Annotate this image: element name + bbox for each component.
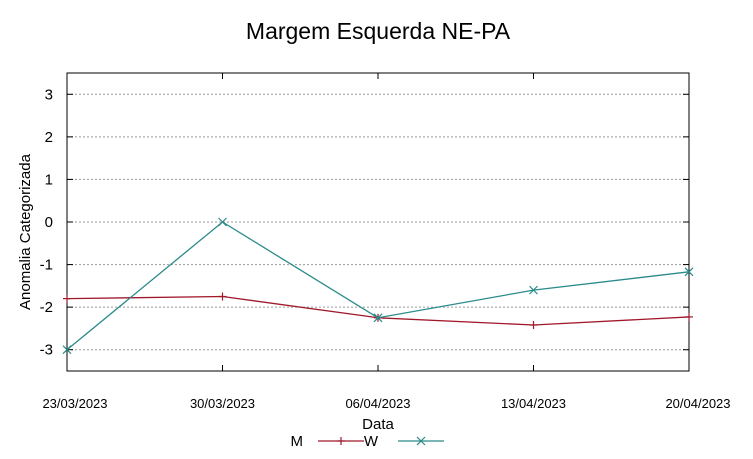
data-point-W	[62, 345, 72, 355]
x-axis-ticks: 23/03/2023 30/03/2023 06/04/2023 13/04/2023…	[42, 73, 731, 411]
data-point-W	[529, 285, 538, 295]
legend-label-M: M	[291, 433, 304, 450]
series-layer	[62, 217, 694, 355]
y-tick-label: 1	[45, 171, 53, 188]
x-tick-label: 06/04/2023	[345, 396, 410, 411]
x-tick-label: 13/04/2023	[501, 396, 566, 411]
data-point-W	[373, 313, 383, 323]
chart-title: Margem Esquerda NE-PA	[246, 18, 511, 44]
data-point-M	[529, 321, 538, 330]
y-tick-label: 2	[45, 129, 53, 146]
y-tick-label: -2	[40, 299, 53, 316]
legend-label-W: W	[364, 433, 379, 450]
data-point-W	[684, 267, 694, 277]
y-tick-label: 0	[45, 214, 53, 231]
data-point-M	[218, 292, 227, 301]
data-point-M	[685, 312, 693, 321]
y-axis-ticks: 3 2 1 0 -1 -2 -3	[40, 86, 689, 359]
legend-marker-W	[416, 436, 426, 446]
y-tick-label: 3	[45, 86, 53, 103]
y-axis-label: Anomalia Categorizada	[17, 153, 34, 310]
data-point-M	[63, 294, 71, 303]
x-tick-label: 20/04/2023	[665, 396, 730, 411]
y-tick-label: -3	[40, 342, 53, 359]
x-tick-label: 30/03/2023	[190, 396, 255, 411]
series-line-W	[66, 221, 690, 351]
data-point-W	[218, 217, 227, 227]
x-axis-label: Data	[362, 416, 394, 433]
gridlines	[67, 93, 689, 351]
x-tick-label: 23/03/2023	[42, 396, 107, 411]
y-tick-label: -1	[40, 257, 53, 274]
legend-marker-M	[337, 437, 345, 445]
